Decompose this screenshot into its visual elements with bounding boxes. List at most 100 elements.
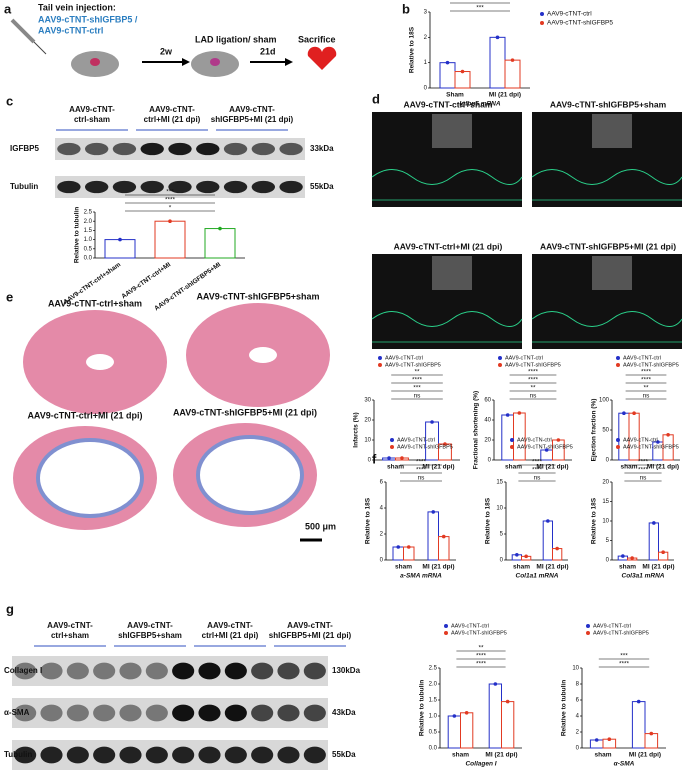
bar-point (555, 546, 559, 551)
blot-band (277, 746, 300, 764)
x-tick-label: AAV9-cTNT-ctrl+MI (120, 261, 172, 300)
legend-label: AAV9-cTNT-ctrl (623, 355, 661, 361)
blot-band (277, 704, 300, 722)
legend-marker (616, 438, 620, 442)
blot-band (196, 142, 220, 156)
bar-point (118, 237, 122, 242)
bar-point (493, 682, 498, 686)
legend-label: AAV9-cTNT-ctrl (593, 623, 631, 629)
blot-band (172, 746, 195, 764)
significance: ** (643, 385, 649, 392)
legend-marker (616, 356, 620, 360)
blot-band (145, 746, 168, 764)
x-axis-label: Col3a1 mRNA (622, 573, 665, 580)
y-tick-label: 10 (602, 519, 609, 525)
y-tick-label: 0 (380, 558, 384, 564)
y-tick-label: 0 (500, 558, 504, 564)
band-size: 130kDa (332, 666, 361, 675)
significance: **** (528, 369, 539, 376)
significance: **** (532, 459, 543, 466)
significance: ** (530, 385, 536, 392)
blot-band (57, 142, 81, 156)
legend-marker (586, 624, 590, 628)
y-tick-label: 1.5 (84, 228, 93, 234)
bar-point (656, 440, 660, 444)
bar-point (387, 456, 391, 460)
step-label: Sacrifice (298, 34, 336, 44)
x-tick-label: sham (619, 564, 636, 571)
legend-marker (390, 438, 394, 442)
legend-label: AAV9-cTNT-shIGFBP5 (623, 444, 679, 450)
blot-band (14, 746, 37, 764)
blot-band (85, 180, 109, 194)
y-tick-label: 0.5 (429, 730, 438, 736)
x-tick-label: sham (452, 752, 469, 759)
x-tick-label: sham (595, 752, 612, 759)
y-axis-label: Relative to 18S (591, 497, 598, 544)
bar-point (632, 411, 636, 416)
y-tick-label: 20 (602, 480, 609, 486)
schematic-title: Tail vein injection: (38, 2, 116, 12)
y-tick-label: 15 (602, 499, 609, 505)
y-tick-label: 0 (424, 86, 428, 92)
x-tick-label: sham (387, 464, 404, 471)
echo-label: AAV9-cTNT-shIGFBP5+MI (21 dpi) (540, 241, 676, 251)
blot-strip (12, 656, 328, 686)
significance: **** (532, 467, 543, 474)
x-tick-label: MI (21 dpi) (536, 464, 568, 471)
significance: ** (478, 645, 484, 652)
y-axis-label: Fractional shortening (%) (473, 391, 480, 469)
blot-strip (12, 698, 328, 728)
blot-band (119, 746, 142, 764)
band-label: Tubulin (4, 750, 32, 759)
y-axis-label: Infarcts (%) (353, 412, 360, 447)
y-tick-label: 2.5 (429, 666, 438, 672)
x-tick-label: MI (21 dpi) (422, 464, 454, 471)
y-tick-label: 2.0 (429, 682, 438, 688)
scale-bar-label: 500 μm (305, 521, 336, 531)
blot-band (223, 142, 248, 156)
mouse-heart (90, 58, 100, 66)
y-tick-label: 0 (606, 558, 610, 564)
bar-point (607, 737, 612, 741)
y-tick-label: 10 (364, 438, 371, 444)
y-axis-label: Relative to 18S (485, 497, 492, 544)
bar (427, 511, 439, 561)
significance: ns (643, 393, 651, 400)
blot-band (119, 662, 142, 680)
blot-band (112, 180, 137, 194)
x-axis-label: a-SMA mRNA (400, 573, 442, 580)
significance: ns (534, 475, 542, 482)
significance: **** (416, 467, 427, 474)
y-tick-label: 0 (606, 458, 610, 464)
x-axis-label: Collagen I (465, 761, 496, 768)
bar-point (400, 456, 404, 460)
y-tick-label: 8 (576, 682, 580, 688)
y-tick-label: 1.0 (429, 714, 438, 720)
band-size: 43kDa (332, 708, 356, 717)
significance: *** (413, 385, 421, 392)
section-label: AAV9-cTNT-shIGFBP5+MI (21 dpi) (173, 407, 317, 417)
significance: **** (641, 377, 652, 384)
bar-point (630, 556, 634, 560)
step-label: 21d (260, 46, 276, 56)
bar (154, 220, 186, 259)
band-label: α-SMA (4, 708, 30, 717)
blot-band (303, 704, 326, 722)
band-size: 33kDa (310, 144, 334, 153)
y-tick-label: 0 (576, 746, 580, 752)
group-header: AAV9-cTNT- (149, 105, 195, 114)
y-tick-label: 0 (488, 458, 492, 464)
blot-band (223, 180, 248, 194)
bar (204, 228, 236, 259)
blot-band (140, 142, 164, 156)
bar (542, 520, 554, 561)
blot-band (168, 180, 192, 194)
section-label: AAV9-cTNT-shIGFBP5+sham (196, 291, 319, 301)
x-tick-label: sham (505, 464, 522, 471)
y-tick-label: 1 (424, 60, 428, 66)
blot-band (196, 180, 220, 194)
echo-inset (592, 114, 632, 148)
bar-point (524, 554, 528, 559)
